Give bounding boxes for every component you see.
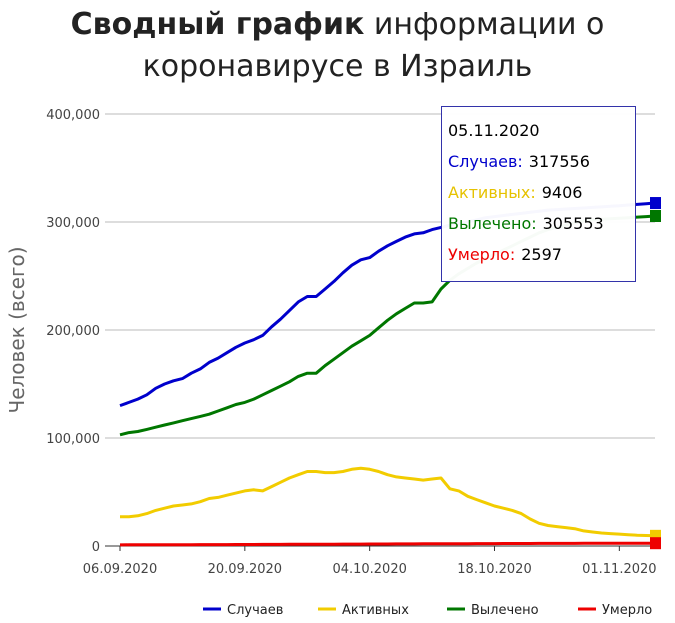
y-tick-label: 300,000 [46, 216, 100, 231]
tooltip-row-value: 9406 [541, 183, 583, 202]
end-marker-Случаев [650, 197, 661, 210]
tooltip-row: Случаев: 317556 [448, 146, 635, 177]
y-tick-label: 200,000 [46, 324, 100, 339]
tooltip-row-label: Умерло: [448, 245, 516, 264]
tooltip-row: Вылечено: 305553 [448, 208, 635, 239]
tooltip-row: Умерло: 2597 [448, 239, 635, 270]
legend-label: Умерло [602, 603, 652, 618]
chart-title-line2: коронавирусе в Израиль [142, 49, 533, 84]
tooltip-row-value: 2597 [521, 245, 562, 264]
end-markers [650, 197, 661, 550]
tooltip-row-value: 317556 [528, 152, 590, 171]
series-line-Активных [120, 466, 656, 538]
chart-title: Сводный график информации о коронавирусе… [0, 4, 675, 88]
tooltip-row-label: Активных: [448, 183, 536, 202]
x-tick-label: 01.11.2020 [582, 562, 656, 577]
tooltip-row-value: 305553 [542, 214, 604, 233]
x-tick-label: 20.09.2020 [208, 562, 282, 577]
legend: Случаев Активных Вылечено Умерло [203, 603, 652, 618]
legend-label: Случаев [227, 603, 283, 618]
chart-title-bold: Сводный график [70, 7, 365, 42]
legend-label: Вылечено [471, 603, 539, 618]
y-tick-label: 100,000 [46, 432, 100, 447]
x-axis-ticks: 06.09.2020 20.09.2020 04.10.2020 18.10.2020… [83, 546, 657, 577]
y-axis-ticks: 0 100,000 200,000 300,000 400,000 [46, 108, 100, 555]
y-tick-label: 400,000 [46, 108, 100, 123]
tooltip-date: 05.11.2020 [448, 121, 540, 140]
tooltip-row: Активных: 9406 [448, 177, 635, 208]
end-marker-Вылечено [650, 210, 661, 223]
end-marker-Активных [650, 529, 661, 542]
end-marker-Умерло [650, 537, 661, 550]
y-axis-label: Человек (всего) [5, 246, 29, 413]
tooltip: 05.11.2020 Случаев: 317556 Активных: 9406 Вы… [441, 106, 636, 282]
y-tick-label: 0 [92, 540, 100, 555]
x-tick-label: 04.10.2020 [332, 562, 406, 577]
tooltip-row-label: Случаев: [448, 152, 523, 171]
x-tick-label: 06.09.2020 [83, 562, 157, 577]
x-tick-label: 18.10.2020 [457, 562, 531, 577]
legend-label: Активных [342, 603, 409, 618]
chart-title-rest: информации о [373, 7, 605, 42]
series-line-Умерло [119, 541, 655, 547]
tooltip-row-label: Вылечено: [448, 214, 537, 233]
